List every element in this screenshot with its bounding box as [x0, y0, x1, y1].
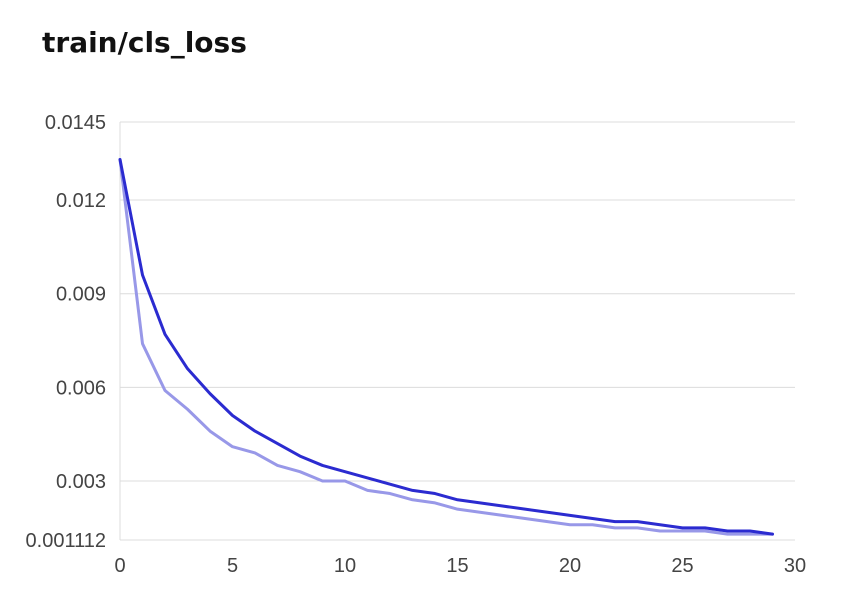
y-tick-label: 0.003 — [56, 471, 106, 493]
chart-title: train/cls_loss — [42, 26, 247, 59]
grid-lines — [119, 121, 795, 541]
y-tick-label: 0.012 — [56, 190, 106, 212]
y-tick-labels: 0.0145 0.012 0.009 0.006 0.003 0.001112 — [26, 112, 106, 552]
x-tick-label: 30 — [784, 555, 806, 577]
x-tick-labels: 0 5 10 15 20 25 30 — [114, 555, 806, 577]
x-tick-label: 15 — [446, 555, 468, 577]
y-tick-label: 0.009 — [56, 284, 106, 306]
x-tick-label: 25 — [671, 555, 693, 577]
series-line — [118, 157, 774, 536]
y-tick-label: 0.001112 — [26, 530, 106, 552]
x-tick-label: 5 — [227, 555, 238, 577]
x-tick-label: 10 — [334, 555, 356, 577]
series-group — [118, 157, 774, 536]
x-tick-label: 0 — [114, 555, 125, 577]
series-line — [118, 157, 774, 536]
y-tick-label: 0.0145 — [45, 112, 106, 134]
y-tick-label: 0.006 — [56, 377, 106, 399]
x-tick-label: 20 — [559, 555, 581, 577]
